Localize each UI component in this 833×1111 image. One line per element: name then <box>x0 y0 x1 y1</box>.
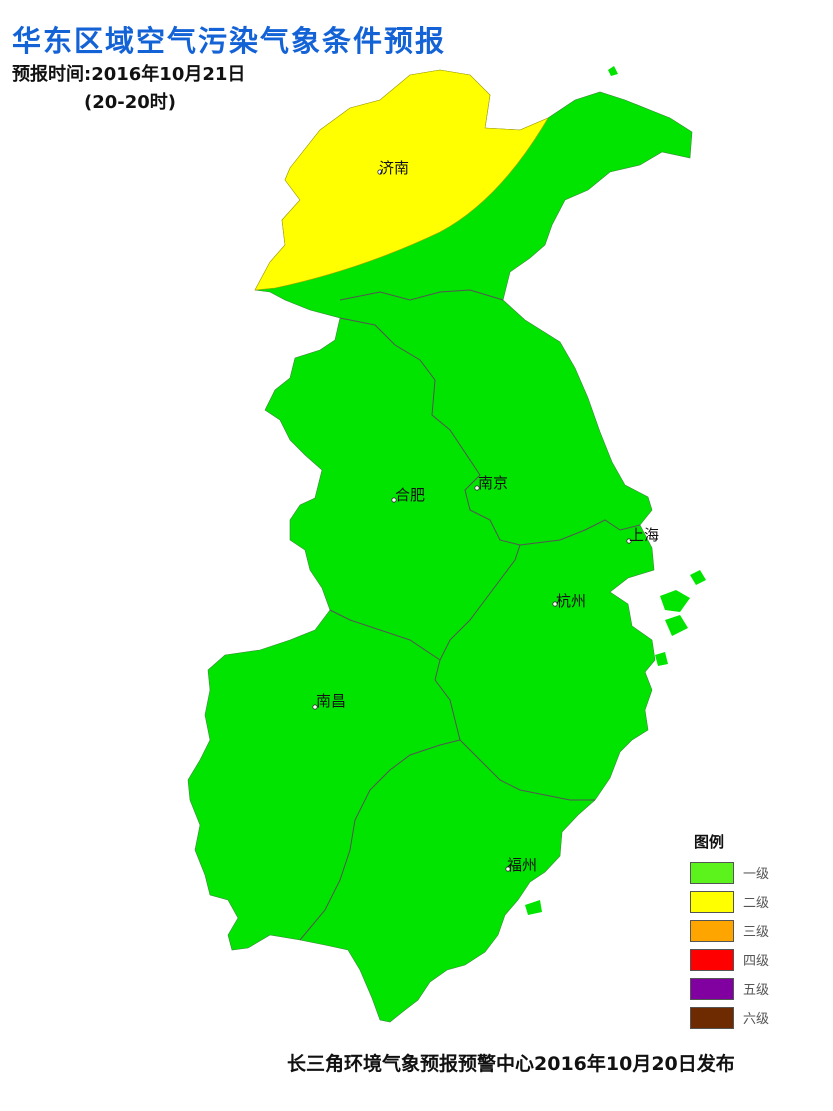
legend-item-level1: 一级 <box>690 858 780 887</box>
city-label-fuzhou: 福州 <box>507 856 538 874</box>
legend-swatch <box>690 1006 734 1029</box>
legend-item-level3: 三级 <box>690 916 780 945</box>
island <box>608 66 618 76</box>
island <box>660 590 690 612</box>
island <box>610 495 640 512</box>
legend: 图例 一级 二级 三级 四级 五级 六级 <box>690 831 780 1032</box>
city-label-nanchang: 南昌 <box>316 692 347 710</box>
city-label-nanjing: 南京 <box>478 474 509 492</box>
legend-item-level5: 五级 <box>690 974 780 1003</box>
legend-swatch <box>690 948 734 971</box>
legend-label: 五级 <box>743 983 770 998</box>
legend-title: 图例 <box>694 833 725 851</box>
level1-region <box>187 69 693 1023</box>
legend-label: 四级 <box>743 954 770 969</box>
issuer-footer: 长三角环境气象预报预警中心2016年10月20日发布 <box>287 1053 735 1075</box>
legend-swatch <box>690 919 734 942</box>
legend-item-level6: 六级 <box>690 1003 780 1032</box>
legend-item-level2: 二级 <box>690 887 780 916</box>
island <box>655 652 668 666</box>
legend-label: 一级 <box>743 867 770 882</box>
legend-label: 六级 <box>743 1012 770 1027</box>
city-markers <box>312 169 632 872</box>
legend-label: 二级 <box>743 896 770 911</box>
city-label-jinan: 济南 <box>379 159 410 177</box>
island <box>690 570 706 585</box>
island <box>525 900 542 915</box>
legend-swatch <box>690 861 734 884</box>
legend-label: 三级 <box>743 925 770 940</box>
city-label-shanghai: 上海 <box>629 526 660 544</box>
island <box>665 615 688 636</box>
forecast-range: (20-20时) <box>84 92 177 113</box>
level2-region <box>254 69 549 291</box>
legend-item-level4: 四级 <box>690 945 780 974</box>
province-boundaries <box>299 289 641 941</box>
city-label-hefei: 合肥 <box>395 486 426 504</box>
legend-swatch <box>690 977 734 1000</box>
city-label-hangzhou: 杭州 <box>556 592 587 610</box>
forecast-time: 预报时间:2016年10月21日 <box>12 64 246 85</box>
map-title: 华东区域空气污染气象条件预报 <box>12 24 447 58</box>
legend-swatch <box>690 890 734 913</box>
